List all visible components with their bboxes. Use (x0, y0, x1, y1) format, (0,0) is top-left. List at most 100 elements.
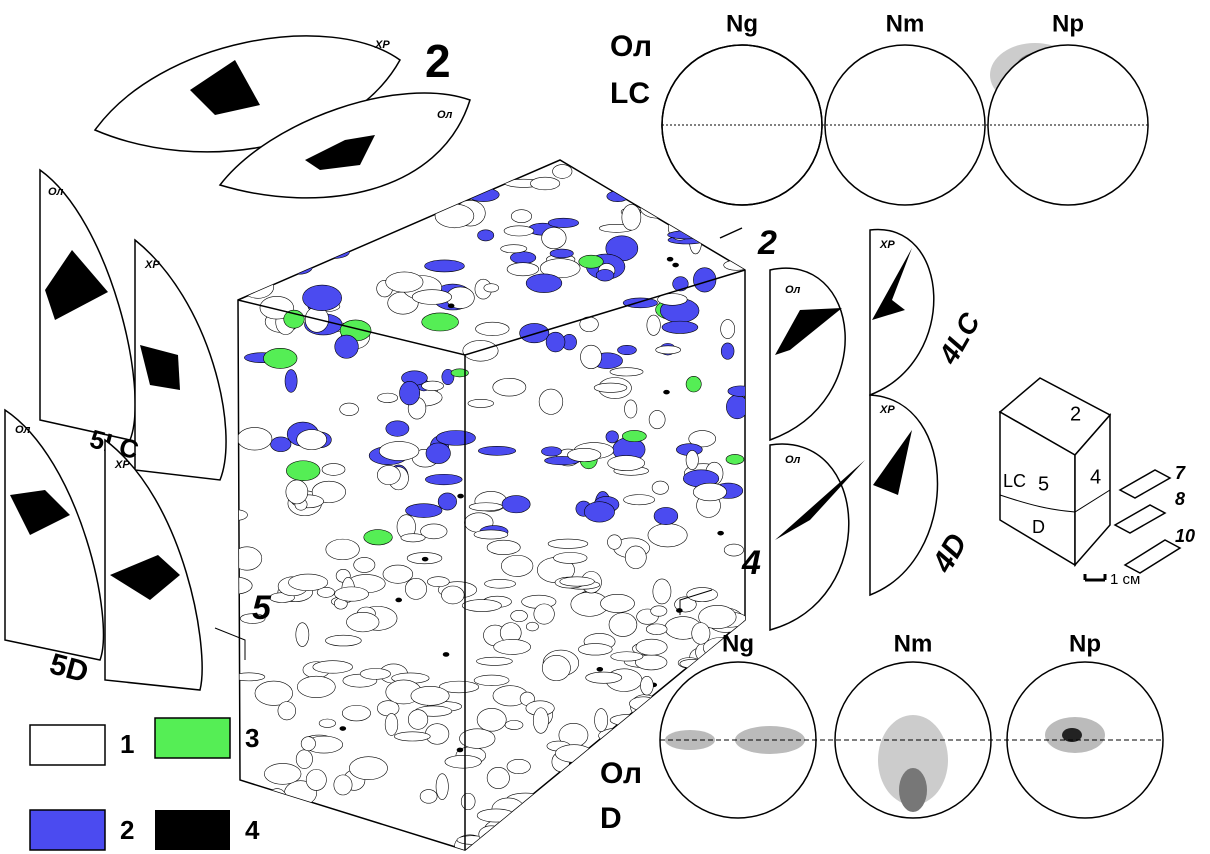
grain (400, 381, 420, 405)
grain (528, 806, 541, 827)
grain (326, 539, 360, 560)
grain (477, 708, 506, 731)
panel-label: Ол (48, 186, 64, 198)
grain (487, 540, 520, 555)
stereonet-label: Ол (610, 30, 652, 63)
panel-label: Ол (785, 284, 801, 296)
grain (648, 741, 660, 755)
panel-label: ХР (144, 259, 160, 271)
grain (426, 443, 450, 464)
grain (654, 507, 678, 524)
grain (334, 775, 352, 795)
grain (436, 774, 448, 800)
face-label: 4 (1090, 466, 1101, 488)
panel-label: ХР (374, 39, 390, 51)
stereonet-label: Ол (600, 757, 642, 790)
slab-label: 7 (1175, 463, 1186, 483)
grain (349, 757, 387, 780)
panel-label: Ол (437, 109, 453, 121)
grain (484, 284, 499, 292)
grain (297, 430, 327, 450)
face-label: 2 (1070, 403, 1081, 425)
rose-top: ХР Ол 2 (95, 35, 470, 198)
grain (501, 245, 527, 253)
grain (297, 676, 335, 697)
grain (531, 816, 570, 837)
grain (623, 298, 657, 308)
grain (425, 724, 448, 745)
grain (542, 655, 570, 680)
grain (624, 495, 655, 505)
figure: 2 4 5 ХР Ол 2 Ол ХР 5LC Ол ХР 5D Ол ХР 4… (0, 0, 1210, 854)
grain (686, 450, 698, 469)
grain (436, 431, 475, 446)
grain (595, 709, 608, 732)
grain (476, 322, 510, 335)
grain (724, 260, 750, 270)
grain (524, 803, 543, 814)
grain (649, 410, 665, 428)
face-label: D (1032, 517, 1045, 537)
grain (667, 257, 673, 261)
grain (422, 313, 459, 331)
grain (318, 246, 349, 258)
grain (487, 767, 509, 788)
face-label: 5 (252, 589, 272, 627)
grain (721, 343, 734, 359)
grain (396, 598, 402, 602)
rose-name: 4D (926, 528, 974, 579)
grain (656, 346, 681, 354)
grain (232, 547, 262, 570)
grain (617, 833, 630, 852)
grain (493, 378, 526, 396)
grain (285, 370, 297, 393)
grain (457, 836, 487, 845)
grain (548, 218, 579, 227)
grain (276, 206, 305, 231)
grain (372, 211, 402, 229)
grain (569, 812, 602, 831)
grain (385, 713, 398, 735)
grain (622, 204, 641, 230)
grain (716, 774, 742, 793)
grain (325, 635, 361, 646)
grain (511, 210, 531, 223)
schematic: 2 LC 5 4 D 7 8 10 1 см (1000, 378, 1195, 588)
grain (377, 465, 400, 484)
grain (539, 389, 563, 414)
grain (335, 335, 359, 358)
grain (226, 785, 244, 806)
grain (233, 673, 265, 681)
grain (541, 447, 561, 456)
grain (653, 579, 671, 604)
grain (609, 613, 637, 637)
slab-label: 10 (1175, 526, 1195, 546)
grain (443, 652, 449, 656)
grain (526, 622, 538, 631)
grain (230, 244, 259, 252)
grain (346, 612, 379, 632)
grain (628, 156, 657, 177)
grain (511, 610, 528, 621)
grain (546, 332, 565, 352)
grain (555, 745, 592, 763)
grain (474, 530, 508, 539)
grain (227, 197, 258, 211)
grain (448, 304, 454, 308)
stereonet-title: Ng (722, 630, 754, 657)
grain (342, 705, 370, 721)
stereonet-label: D (600, 802, 622, 835)
grain (655, 755, 677, 767)
grain (703, 824, 741, 834)
grain (507, 263, 539, 276)
grain (602, 163, 630, 186)
grain (360, 668, 390, 679)
stereonets-top: Ng Nm Np Ол LC (610, 10, 1148, 205)
grain (520, 323, 549, 342)
grain (258, 234, 291, 255)
grain (406, 504, 442, 518)
grain (652, 827, 675, 846)
grain (269, 231, 297, 250)
face-label: 4 (741, 544, 761, 582)
grain (691, 703, 723, 721)
